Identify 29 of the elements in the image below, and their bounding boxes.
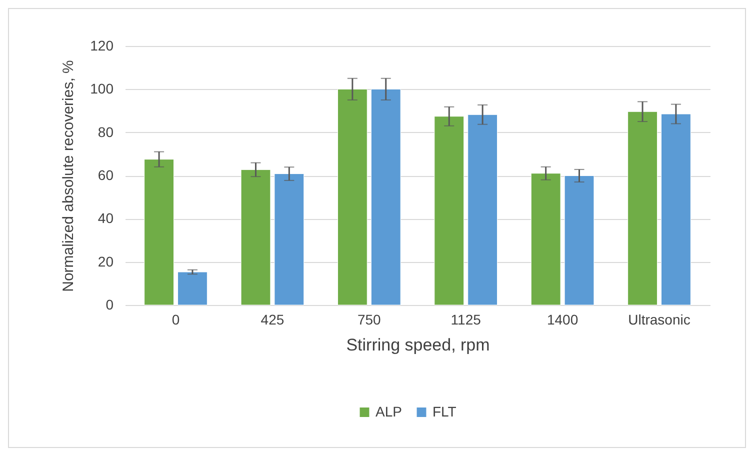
bar	[274, 174, 304, 306]
bar	[434, 116, 464, 306]
x-tick-label: 425	[260, 312, 284, 328]
bar	[337, 88, 368, 306]
x-tick-label: 1400	[546, 312, 578, 328]
legend-label: FLT	[432, 403, 457, 420]
bar	[178, 272, 208, 306]
bar	[144, 159, 174, 306]
x-axis-title: Stirring speed, rpm	[346, 336, 490, 354]
x-tick-label: 0	[172, 312, 180, 328]
bar	[564, 175, 594, 306]
x-tick-label: Ultrasonic	[628, 312, 690, 328]
y-axis-title: Normalized absolute recoveries, %	[60, 60, 78, 292]
bar	[530, 173, 561, 306]
legend-label: ALP	[376, 403, 402, 420]
bar	[628, 111, 658, 306]
x-tick-label: 750	[357, 312, 382, 328]
bar	[370, 88, 401, 306]
y-tick-label: 100	[90, 80, 114, 97]
bar	[240, 169, 271, 306]
y-tick-label: 0	[106, 296, 114, 312]
y-tick-label: 120	[90, 38, 114, 54]
y-tick-label: 60	[98, 167, 114, 183]
bar	[468, 114, 498, 306]
y-tick-label: 80	[98, 124, 114, 140]
y-tick-label: 40	[98, 210, 114, 226]
y-tick-label: 20	[98, 253, 114, 270]
bar	[660, 114, 691, 306]
x-tick-label: 1125	[450, 312, 482, 328]
